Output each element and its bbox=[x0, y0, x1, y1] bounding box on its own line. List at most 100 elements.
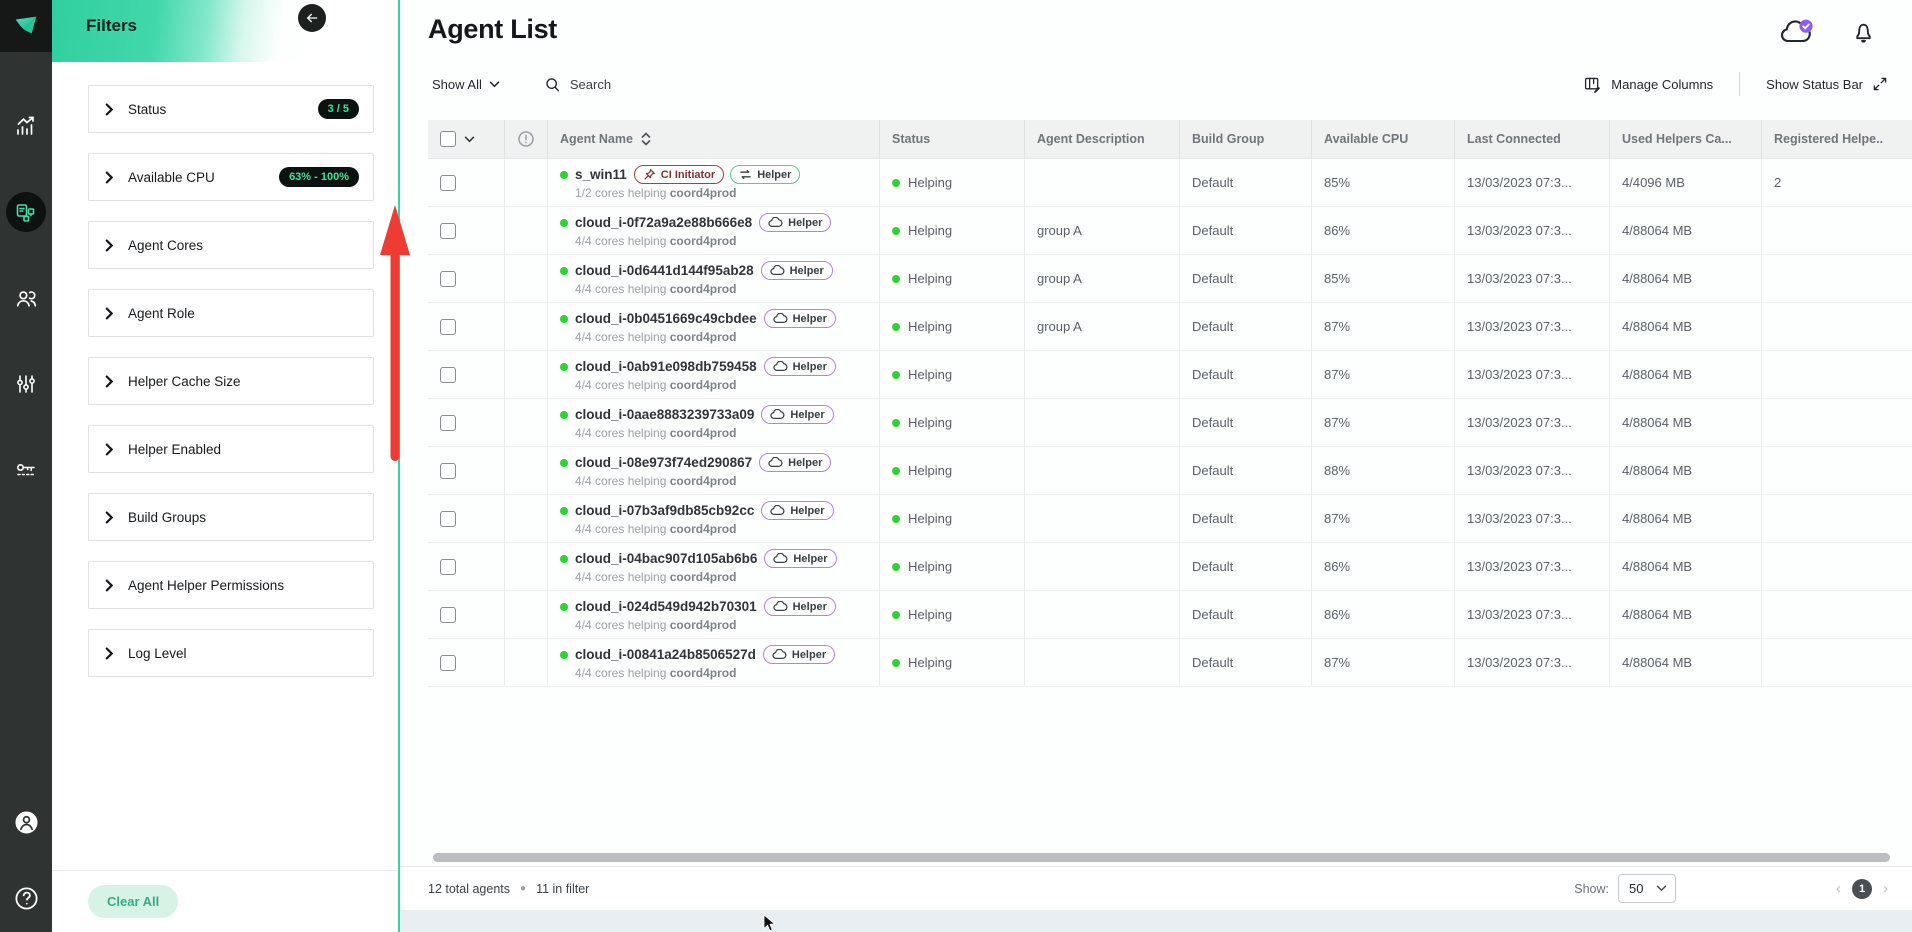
row-checkbox[interactable] bbox=[440, 174, 456, 191]
row-select-cell bbox=[428, 591, 505, 638]
row-select-cell bbox=[428, 543, 505, 590]
previous-page-button[interactable]: ‹ bbox=[1836, 880, 1841, 897]
table-row[interactable]: cloud_i-0b0451669c49cbdee Helper 4/4 cor… bbox=[428, 303, 1912, 351]
row-checkbox[interactable] bbox=[440, 270, 456, 287]
filter-item-log-level[interactable]: Log Level bbox=[88, 629, 374, 677]
filter-item-helper-enabled[interactable]: Helper Enabled bbox=[88, 425, 374, 473]
registered-helpers-cell bbox=[1762, 351, 1912, 398]
filter-item-status[interactable]: Status 3 / 5 bbox=[88, 85, 374, 133]
table-row[interactable]: cloud_i-024d549d942b70301 Helper 4/4 cor… bbox=[428, 591, 1912, 639]
agent-name-cell: cloud_i-04bac907d105ab6b6 Helper 4/4 cor… bbox=[548, 543, 880, 590]
nav-users[interactable] bbox=[6, 278, 46, 318]
status-label: Helping bbox=[908, 559, 953, 574]
agent-name: cloud_i-08e973f74ed290867 bbox=[575, 455, 753, 470]
agent-subtitle: 4/4 cores helping coord4prod bbox=[575, 474, 737, 488]
row-alert-cell bbox=[505, 255, 548, 302]
show-status-bar-button[interactable]: Show Status Bar bbox=[1766, 76, 1888, 92]
expand-icon bbox=[1873, 77, 1887, 91]
nav-settings[interactable] bbox=[6, 364, 46, 404]
online-status-dot bbox=[560, 554, 568, 563]
badge-ci: CI Initiator bbox=[633, 165, 725, 184]
user-avatar[interactable] bbox=[6, 802, 46, 842]
pin-icon bbox=[644, 169, 655, 180]
select-all-checkbox[interactable] bbox=[440, 131, 456, 147]
description-cell bbox=[1025, 399, 1180, 446]
column-header-agent-name[interactable]: Agent Name bbox=[548, 120, 880, 158]
search-icon bbox=[546, 77, 560, 91]
filter-label: Log Level bbox=[128, 645, 187, 661]
description-cell bbox=[1025, 639, 1180, 686]
row-select-cell bbox=[428, 639, 505, 686]
last-connected-cell: 13/03/2023 07:3... bbox=[1455, 399, 1610, 446]
table-row[interactable]: cloud_i-08e973f74ed290867 Helper 4/4 cor… bbox=[428, 447, 1912, 495]
description-cell bbox=[1025, 543, 1180, 590]
row-checkbox[interactable] bbox=[440, 510, 456, 527]
table-row[interactable]: cloud_i-0aae8883239733a09 Helper 4/4 cor… bbox=[428, 399, 1912, 447]
row-checkbox[interactable] bbox=[440, 462, 456, 479]
status-cell: Helping bbox=[880, 207, 1025, 254]
arrow-left-icon bbox=[306, 13, 318, 23]
filter-item-agent-role[interactable]: Agent Role bbox=[88, 289, 374, 337]
row-checkbox[interactable] bbox=[440, 654, 456, 671]
column-header-last-connected: Last Connected bbox=[1455, 120, 1610, 158]
header-alert-cell bbox=[505, 120, 548, 158]
table-row[interactable]: cloud_i-00841a24b8506527d Helper 4/4 cor… bbox=[428, 639, 1912, 687]
pagination: ‹ 1 › bbox=[1834, 878, 1890, 899]
row-checkbox[interactable] bbox=[440, 558, 456, 575]
page-size-select[interactable]: 50 bbox=[1618, 874, 1676, 903]
filter-item-agent-helper-permissions[interactable]: Agent Helper Permissions bbox=[88, 561, 374, 609]
current-page-indicator[interactable]: 1 bbox=[1852, 878, 1872, 899]
key-icon bbox=[16, 464, 35, 476]
nav-analytics[interactable] bbox=[6, 106, 46, 146]
used-helpers-cell: 4/88064 MB bbox=[1610, 543, 1762, 590]
select-options-chevron-icon[interactable] bbox=[464, 136, 475, 143]
next-page-button[interactable]: › bbox=[1883, 880, 1888, 897]
column-header-build-group: Build Group bbox=[1180, 120, 1312, 158]
sort-icon[interactable] bbox=[641, 132, 651, 146]
nav-agents[interactable] bbox=[6, 192, 46, 232]
filter-item-helper-cache-size[interactable]: Helper Cache Size bbox=[88, 357, 374, 405]
nav-license[interactable] bbox=[6, 450, 46, 490]
last-connected-cell: 13/03/2023 07:3... bbox=[1455, 159, 1610, 206]
row-checkbox[interactable] bbox=[440, 366, 456, 383]
table-row[interactable]: cloud_i-0f72a9a2e88b666e8 Helper 4/4 cor… bbox=[428, 207, 1912, 255]
last-connected-cell: 13/03/2023 07:3... bbox=[1455, 447, 1610, 494]
available-cpu-cell: 85% bbox=[1312, 159, 1455, 206]
column-label: Available CPU bbox=[1324, 132, 1409, 146]
row-alert-cell bbox=[505, 303, 548, 350]
show-all-dropdown[interactable]: Show All bbox=[432, 77, 500, 92]
table-row[interactable]: cloud_i-04bac907d105ab6b6 Helper 4/4 cor… bbox=[428, 543, 1912, 591]
table-row[interactable]: cloud_i-0d6441d144f95ab28 Helper 4/4 cor… bbox=[428, 255, 1912, 303]
last-connected-cell: 13/03/2023 07:3... bbox=[1455, 303, 1610, 350]
row-checkbox[interactable] bbox=[440, 318, 456, 335]
row-checkbox[interactable] bbox=[440, 222, 456, 239]
notifications-button[interactable] bbox=[1851, 20, 1876, 45]
online-status-dot bbox=[560, 266, 568, 275]
table-row[interactable]: s_win11 CI Initiator Helper 1/2 cores hel… bbox=[428, 159, 1912, 207]
cloud-status-button[interactable] bbox=[1779, 18, 1815, 46]
filter-label: Build Groups bbox=[128, 509, 207, 525]
agent-subtitle: 4/4 cores helping coord4prod bbox=[575, 426, 737, 440]
help-button[interactable] bbox=[6, 878, 46, 918]
app-logo[interactable] bbox=[0, 0, 52, 52]
filter-item-available-cpu[interactable]: Available CPU 63% - 100% bbox=[88, 153, 374, 201]
status-label: Helping bbox=[908, 607, 953, 622]
clear-all-button[interactable]: Clear All bbox=[88, 885, 179, 918]
manage-columns-label: Manage Columns bbox=[1611, 76, 1714, 92]
cloud-icon bbox=[772, 313, 788, 323]
manage-columns-button[interactable]: Manage Columns bbox=[1583, 75, 1713, 94]
table-row[interactable]: cloud_i-07b3af9db85cb92cc Helper 4/4 cor… bbox=[428, 495, 1912, 543]
filter-item-agent-cores[interactable]: Agent Cores bbox=[88, 221, 374, 269]
row-select-cell bbox=[428, 399, 505, 446]
chevron-right-icon bbox=[105, 170, 114, 184]
collapse-filters-button[interactable] bbox=[298, 4, 326, 32]
row-checkbox[interactable] bbox=[440, 414, 456, 431]
separator-dot: ● bbox=[520, 883, 527, 894]
filter-item-build-groups[interactable]: Build Groups bbox=[88, 493, 374, 541]
search-input[interactable] bbox=[569, 76, 770, 92]
row-checkbox[interactable] bbox=[440, 606, 456, 623]
table-row[interactable]: cloud_i-0ab91e098db759458 Helper 4/4 cor… bbox=[428, 351, 1912, 399]
scrollbar-thumb[interactable] bbox=[433, 853, 1890, 862]
column-label: Registered Helpe.. bbox=[1774, 132, 1884, 146]
online-status-dot bbox=[560, 314, 568, 323]
